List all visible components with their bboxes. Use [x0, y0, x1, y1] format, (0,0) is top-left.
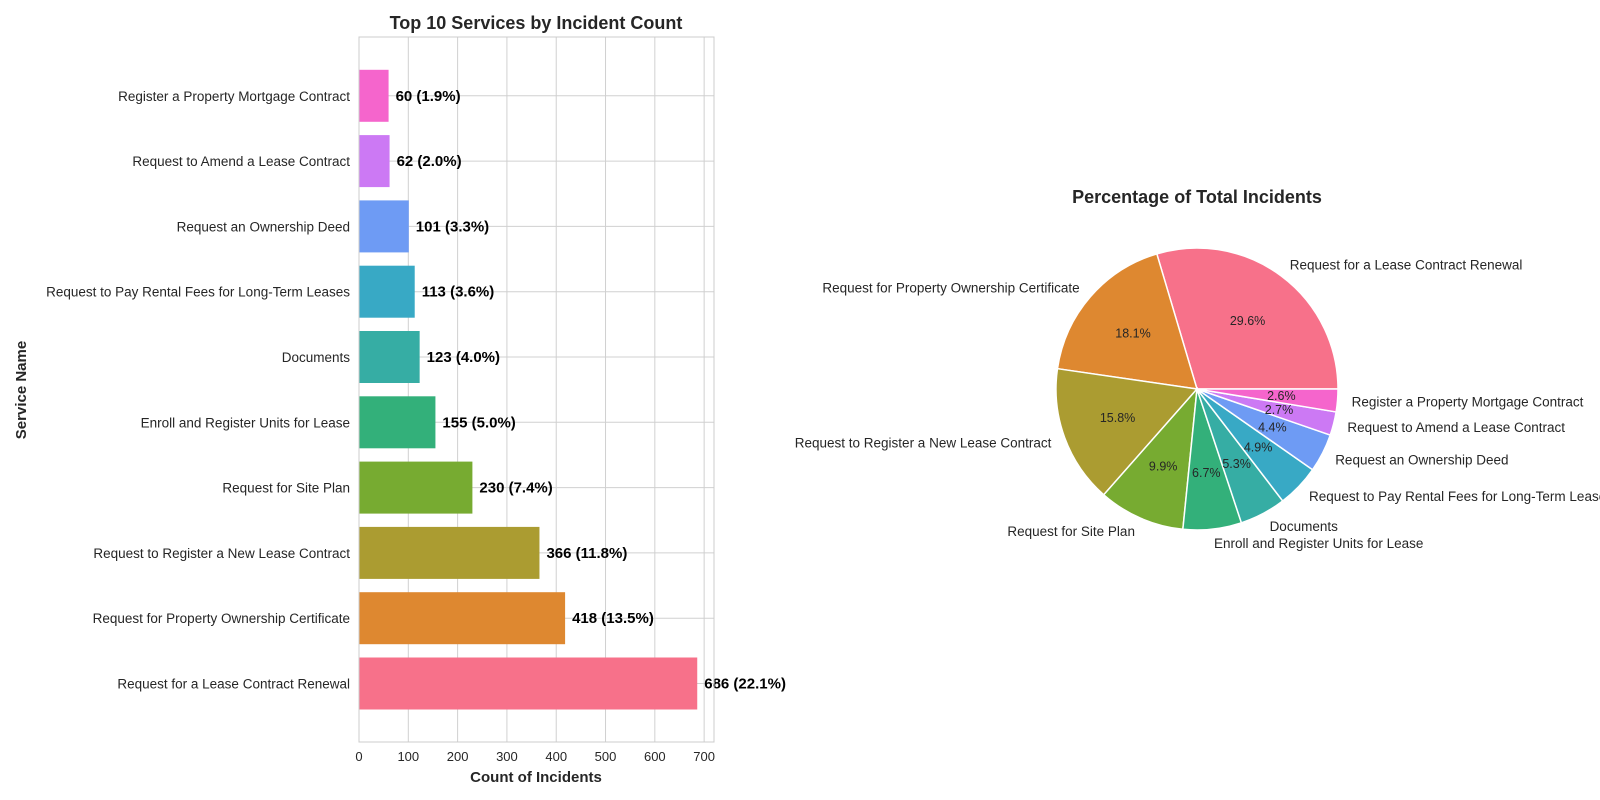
pie-category-label: Request for Property Ownership Certifica… [822, 281, 1079, 296]
bar-chart-category-labels: Request for a Lease Contract Renewal Requ… [46, 89, 350, 692]
pie-percent-label: 18.1% [1115, 327, 1150, 341]
bar [359, 396, 436, 449]
category-label: Register a Property Mortgage Contract [118, 89, 350, 104]
bar [359, 461, 473, 514]
bar-chart-data-labels: 686 (22.1%) 418 (13.5%) 366 (11.8%) 230 (7.… [396, 88, 786, 693]
x-tick-label: 700 [693, 749, 715, 764]
category-label: Documents [282, 350, 351, 365]
category-label: Enroll and Register Units for Lease [141, 415, 350, 430]
bar-data-label: 60 (1.9%) [396, 88, 461, 105]
category-label: Request to Amend a Lease Contract [132, 154, 350, 169]
category-label: Request to Pay Rental Fees for Long-Term… [46, 285, 350, 300]
pie-chart-category-labels: Request for a Lease Contract Renewal Requ… [795, 258, 1600, 551]
pie-percent-label: 9.9% [1149, 460, 1178, 474]
bar [359, 200, 409, 253]
x-tick-label: 0 [355, 749, 362, 764]
pie-percent-label: 4.9% [1244, 440, 1273, 454]
bar [359, 526, 540, 579]
bar-data-label: 366 (11.8%) [546, 545, 627, 562]
pie-slice [1196, 388, 1339, 413]
pie-chart-title: Percentage of Total Incidents [1072, 187, 1322, 207]
pie-slice [1102, 386, 1198, 531]
pie-category-label: Request an Ownership Deed [1335, 452, 1508, 467]
pie-chart-slices [1055, 247, 1339, 531]
bar-chart-title: Top 10 Services by Incident Count [390, 13, 683, 33]
pie-category-label: Documents [1270, 519, 1339, 534]
bar-data-label: 123 (4.0%) [427, 349, 500, 366]
bar-chart-bars [359, 69, 698, 710]
pie-category-label: Request for Site Plan [1007, 524, 1135, 539]
pie-percent-label: 6.7% [1192, 466, 1221, 480]
bar [359, 592, 566, 645]
category-label: Request for Property Ownership Certifica… [93, 611, 350, 626]
pie-percent-label: 4.4% [1258, 420, 1287, 434]
bar-data-label: 230 (7.4%) [479, 480, 552, 497]
bar [359, 135, 390, 188]
pie-percent-label: 29.6% [1230, 314, 1265, 328]
pie-category-label: Request for a Lease Contract Renewal [1290, 258, 1523, 273]
pie-slice [1055, 367, 1199, 496]
bar-chart-plot-frame [358, 36, 715, 743]
pie-percent-label: 5.3% [1222, 457, 1251, 471]
x-tick-label: 600 [644, 749, 666, 764]
bar-data-label: 62 (2.0%) [397, 153, 462, 170]
x-tick-label: 200 [447, 749, 469, 764]
bar [359, 657, 698, 710]
pie-category-label: Request to Register a New Lease Contract [795, 435, 1052, 450]
bar-data-label: 101 (3.3%) [416, 218, 489, 235]
pie-percent-label: 15.8% [1100, 411, 1135, 425]
category-label: Request to Register a New Lease Contract [93, 546, 350, 561]
pie-category-label: Request to Amend a Lease Contract [1347, 420, 1565, 435]
bar-chart-x-axis-label: Count of Incidents [470, 769, 602, 786]
x-tick-label: 100 [397, 749, 419, 764]
pie-category-label: Request to Pay Rental Fees for Long-Term… [1309, 489, 1600, 504]
pie-percent-label: 2.6% [1267, 389, 1296, 403]
x-tick-label: 400 [545, 749, 567, 764]
pie-chart: Percentage of Total Incidents 29.6% 18.1%… [795, 187, 1600, 551]
bar-data-label: 686 (22.1%) [704, 676, 786, 693]
pie-slice [1056, 252, 1199, 390]
bar [359, 69, 389, 122]
bar [359, 265, 415, 318]
bar-data-label: 113 (3.6%) [422, 284, 495, 301]
pie-percent-label: 2.7% [1265, 403, 1294, 417]
bar-data-label: 418 (13.5%) [572, 610, 654, 627]
category-label: Request for Site Plan [222, 481, 350, 496]
x-tick-label: 500 [595, 749, 617, 764]
x-tick-label: 300 [496, 749, 518, 764]
pie-category-label: Register a Property Mortgage Contract [1352, 395, 1584, 410]
bar [359, 331, 420, 383]
pie-category-label: Enroll and Register Units for Lease [1214, 536, 1423, 551]
bar-data-label: 155 (5.0%) [442, 414, 515, 431]
category-label: Request for a Lease Contract Renewal [117, 677, 350, 692]
pie-chart-percent-labels: 29.6% 18.1% 15.8% 9.9% 6.7%5.3% 4.9% 4.4% 2.7%2… [1100, 314, 1296, 480]
pie-slice [1155, 247, 1339, 390]
category-label: Request an Ownership Deed [177, 219, 350, 234]
bar-chart-x-tick-labels: 0 100 200 300 400 500 600 700 [355, 749, 715, 764]
bar-chart-y-axis-label: Service Name [13, 341, 30, 439]
bar-chart: Top 10 Services by Incident Count Reques… [13, 13, 786, 786]
